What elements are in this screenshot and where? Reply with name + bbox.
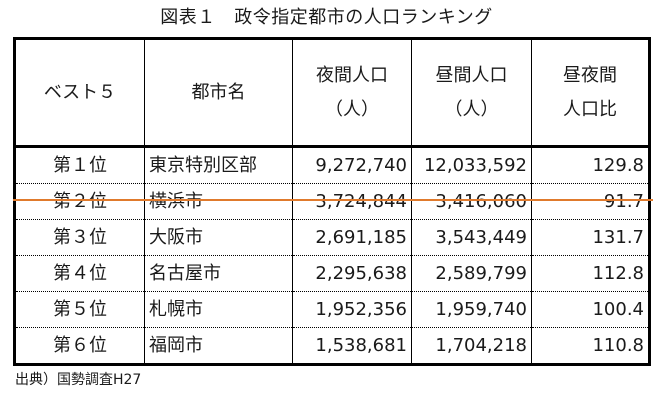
header-row: ベスト５ 都市名 夜間人口 （人） 昼間人口 （人） 昼夜間 人口比	[14, 38, 650, 148]
header-city: 都市名	[144, 38, 293, 148]
header-ratio-line2: 人口比	[563, 98, 617, 120]
rank-cell: 第６位	[53, 335, 107, 356]
day-population-cell: 1,704,218	[411, 327, 532, 365]
header-ratio-line1: 昼夜間	[563, 64, 617, 86]
header-day-population: 昼間人口 （人）	[411, 38, 532, 148]
city-cell: 大阪市	[144, 219, 293, 256]
city-cell: 名古屋市	[144, 255, 293, 292]
table-row: 第５位 札幌市 1,952,356 1,959,740 100.4	[14, 291, 650, 328]
table-row: 第３位 大阪市 2,691,185 3,543,449 131.7	[14, 219, 650, 256]
figure-title: 図表１ 政令指定都市の人口ランキング	[160, 7, 493, 28]
header-city-label: 都市名	[191, 81, 246, 103]
rank-cell: 第３位	[14, 219, 145, 256]
day-population-cell: 1,959,740	[411, 291, 532, 328]
header-rank: ベスト５	[14, 38, 145, 148]
ratio-cell: 131.7	[531, 219, 650, 256]
city-cell: 東京特別区部	[144, 146, 293, 184]
city-cell: 札幌市	[144, 291, 293, 328]
night-population-cell: 2,295,638	[292, 255, 412, 292]
day-population-cell: 2,589,799	[411, 255, 532, 292]
table-row: 第６位 福岡市 1,538,681 1,704,218 110.8	[15, 327, 650, 365]
orange-overlay-line	[13, 199, 653, 201]
rank-cell: 第２位	[14, 183, 145, 220]
header-rank-label: ベスト５	[43, 81, 117, 103]
rank-cell: 第５位	[14, 291, 145, 328]
rank-cell: 第４位	[14, 255, 145, 292]
day-population-cell: 12,033,592	[411, 146, 532, 184]
ratio-cell: 91.7	[531, 183, 650, 220]
table-row: 第４位 名古屋市 2,295,638 2,589,799 112.8	[14, 255, 650, 292]
night-population-cell: 1,538,681	[292, 327, 412, 365]
day-population-cell: 3,543,449	[411, 219, 532, 256]
day-population-cell: 3,416,060	[411, 183, 532, 220]
city-cell: 横浜市	[144, 183, 293, 220]
night-population-cell: 3,724,844	[292, 183, 412, 220]
ratio-cell: 112.8	[531, 255, 650, 292]
header-night-population: 夜間人口 （人）	[292, 38, 412, 148]
night-population-cell: 1,952,356	[292, 291, 412, 328]
night-population-cell: 9,272,740	[292, 146, 412, 184]
source-note: 出典）国勢調査H27	[15, 372, 142, 388]
ratio-cell: 110.8	[531, 327, 650, 365]
ratio-cell: 100.4	[531, 291, 650, 328]
night-population-cell: 2,691,185	[292, 219, 412, 256]
table-row: 第２位 横浜市 3,724,844 3,416,060 91.7	[14, 183, 650, 220]
header-night-line1: 夜間人口	[316, 64, 388, 86]
header-night-line2: （人）	[325, 98, 379, 120]
ratio-cell: 129.8	[531, 146, 650, 184]
city-cell: 福岡市	[144, 327, 293, 365]
header-day-night-ratio: 昼夜間 人口比	[531, 38, 650, 148]
rank-cell: 第１位	[14, 146, 145, 184]
table-row: 第１位 東京特別区部 9,272,740 12,033,592 129.8	[14, 146, 650, 184]
header-day-line2: （人）	[444, 98, 499, 120]
population-ranking-table: ベスト５ 都市名 夜間人口 （人） 昼間人口 （人） 昼夜間 人口比 第１位 東…	[13, 37, 651, 366]
header-day-line1: 昼間人口	[435, 64, 508, 86]
